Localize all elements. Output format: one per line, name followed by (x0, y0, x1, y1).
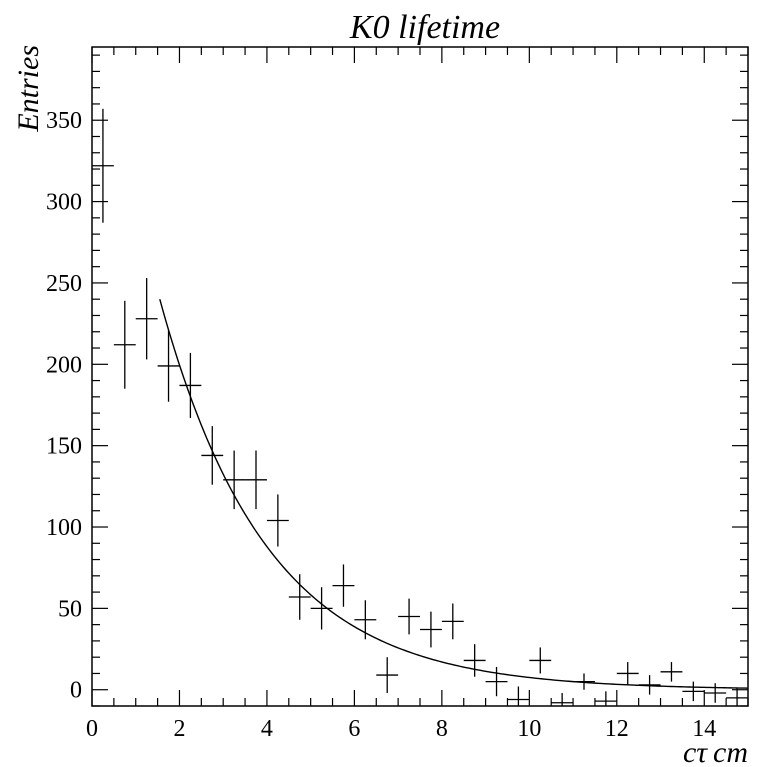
data-point (288, 574, 311, 620)
axis-tick-labels: 0 2 4 6 8 10 12 14 0 50 100 150 200 250 300 350 (46, 108, 716, 742)
data-point (420, 611, 442, 648)
x-tick-label: 0 (86, 716, 98, 742)
x-tick-label: 4 (261, 716, 273, 742)
data-point (354, 600, 377, 640)
data-point (201, 426, 224, 485)
data-point (441, 603, 464, 640)
fit-curve (159, 299, 749, 689)
y-tick-label: 0 (70, 678, 82, 704)
chart-title: K0 lifetime (349, 9, 500, 46)
data-point (113, 300, 136, 389)
data-point (92, 108, 114, 223)
y-tick-label: 200 (46, 352, 82, 378)
data-point (157, 330, 180, 402)
axis-ticks (91, 47, 749, 707)
data-point (463, 644, 486, 677)
data-point (398, 598, 420, 635)
y-tick-label: 250 (46, 271, 82, 297)
y-axis-label: Entries (12, 45, 45, 133)
x-tick-label: 12 (605, 716, 629, 742)
data-point (638, 675, 661, 695)
y-tick-label: 150 (46, 434, 82, 460)
data-point (551, 692, 574, 706)
x-tick-label: 10 (517, 716, 541, 742)
data-point (660, 662, 683, 682)
data-point (682, 681, 705, 702)
data-points (92, 108, 748, 706)
data-point (529, 647, 552, 674)
data-point (704, 683, 727, 703)
x-axis-label-unit: cm (713, 736, 748, 767)
data-point (135, 278, 158, 360)
y-tick-label: 350 (46, 108, 82, 134)
data-point (616, 662, 639, 685)
data-point (376, 657, 399, 693)
data-point (310, 587, 333, 630)
x-tick-label: 6 (348, 716, 360, 742)
x-tick-label: 14 (692, 716, 716, 742)
x-tick-label: 8 (436, 716, 448, 742)
x-tick-label: 2 (173, 716, 185, 742)
data-point (485, 666, 508, 697)
y-tick-label: 50 (58, 596, 82, 622)
data-point (507, 686, 530, 706)
data-point (223, 450, 246, 510)
y-tick-label: 100 (46, 515, 82, 541)
data-point (726, 688, 748, 706)
data-point (332, 564, 355, 607)
x-axis-label-main: cτ (683, 736, 708, 767)
x-axis-label: cτ cm (683, 736, 748, 767)
data-point (573, 673, 595, 690)
y-tick-label: 300 (46, 190, 82, 216)
data-point (245, 450, 267, 510)
data-point (266, 494, 289, 547)
data-point (179, 352, 202, 418)
data-point (594, 691, 617, 706)
